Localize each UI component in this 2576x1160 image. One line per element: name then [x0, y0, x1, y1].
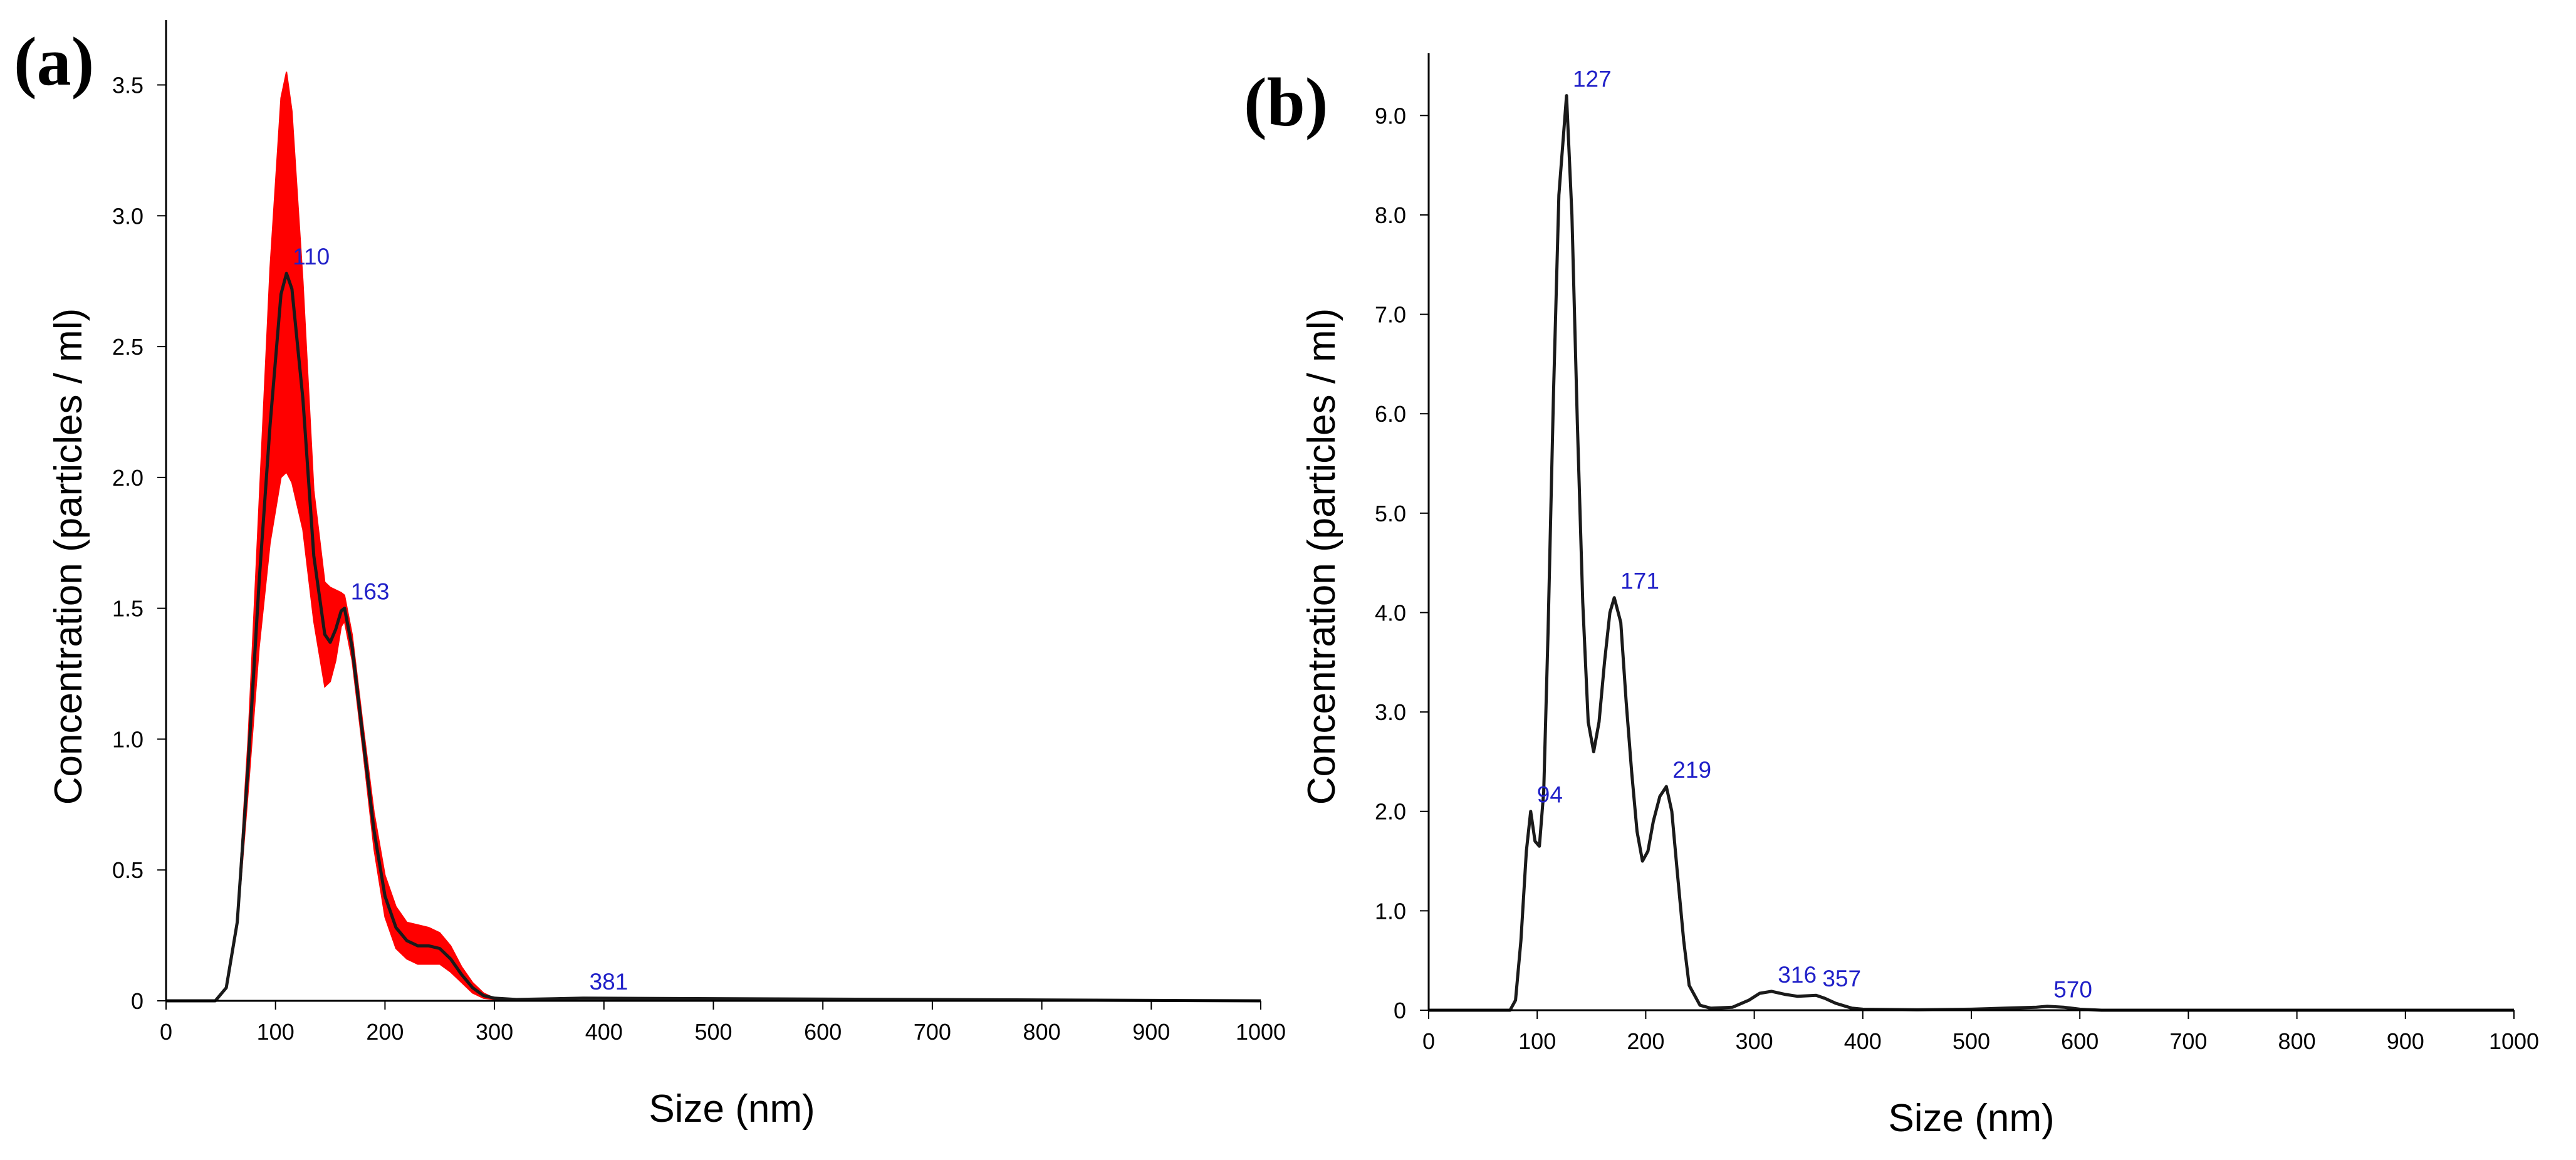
panel-a-y-tick-label: 3.0: [112, 203, 143, 229]
panel-a-y-tick-label: 1.5: [112, 596, 143, 622]
panel-a-x-axis-title: Size (nm): [649, 1087, 815, 1131]
panel-a-x-tick-label: 300: [476, 1019, 513, 1045]
panel-b-peak-label: 94: [1537, 782, 1563, 808]
panel-a-y-tick-label: 2.5: [112, 334, 143, 360]
panel-b-y-tick-label: 9.0: [1375, 103, 1406, 128]
panel-b-x-tick-label: 600: [2061, 1028, 2099, 1054]
panel-b-x-tick-label: 300: [1736, 1028, 1773, 1054]
panel-a-x-tick-label: 1000: [1236, 1019, 1286, 1045]
panel-b-peak-label: 171: [1620, 568, 1659, 594]
panel-b-peak-label: 219: [1672, 757, 1711, 783]
panel-a-y-tick-label: 1.0: [112, 726, 143, 752]
panel-a-x-tick-label: 100: [257, 1019, 295, 1045]
panel-a-y-tick-label: 0.5: [112, 857, 143, 883]
panel-a-x-tick-label: 200: [366, 1019, 404, 1045]
panel-b-x-tick-label: 500: [1953, 1028, 1990, 1054]
panel-b-x-tick-label: 700: [2169, 1028, 2207, 1054]
panel-b-peak-label: 127: [1573, 66, 1612, 92]
panel-a-y-tick-label: 2.0: [112, 465, 143, 491]
panel-b-y-tick-label: 2.0: [1375, 799, 1406, 825]
panel-b-series-line: [1429, 94, 2514, 1012]
panel-b-y-tick-label: 8.0: [1375, 202, 1406, 228]
panel-b-y-tick-label: 0: [1394, 998, 1406, 1023]
panel-a-label: (a): [14, 23, 94, 100]
panel-a-x-tick-label: 0: [160, 1019, 172, 1045]
panel-a-peak-label: 381: [590, 969, 628, 995]
panel-b-peak-label: 570: [2053, 977, 2092, 1003]
panel-b-x-tick-label: 800: [2278, 1028, 2316, 1054]
panel-a-x-tick-label: 800: [1023, 1019, 1061, 1045]
panel-a-series-line: [166, 271, 1261, 1003]
panel-a-x-tick-label: 700: [914, 1019, 951, 1045]
panel-b-peak-label: 316: [1778, 962, 1817, 988]
panel-b-y-tick-label: 5.0: [1375, 501, 1406, 526]
panel-b-y-tick-label: 1.0: [1375, 898, 1406, 924]
panel-b-y-tick-label: 3.0: [1375, 699, 1406, 725]
panel-b-y-axis-title: Concentration (particles / ml): [1300, 308, 1343, 805]
panel-a-peak-label: 163: [351, 579, 390, 605]
panel-b-peak-label: 357: [1822, 966, 1861, 991]
panel-b-x-tick-label: 0: [1422, 1028, 1435, 1054]
panel-b-y-tick-label: 4.0: [1375, 600, 1406, 625]
panel-a-chart: (a) 0 100 200 300 400 500 600 700 800 900 1000 0 0.5…: [14, 20, 1286, 1131]
panel-a-x-tick-label: 900: [1132, 1019, 1170, 1045]
panel-b-y-tick-label: 6.0: [1375, 401, 1406, 427]
panel-b-x-tick-label: 1000: [2489, 1028, 2539, 1054]
panel-a-peak-label: 110: [293, 244, 330, 269]
panel-a-error-band: [166, 71, 1261, 1001]
panel-b-x-tick-label: 100: [1518, 1028, 1556, 1054]
panel-a-y-tick-label: 0: [131, 988, 143, 1014]
panel-b-x-tick-label: 900: [2387, 1028, 2424, 1054]
panel-b-x-axis-title: Size (nm): [1888, 1097, 2054, 1140]
panel-b-label: (b): [1244, 64, 1328, 140]
panel-a-x-tick-label: 400: [585, 1019, 623, 1045]
panel-a-x-tick-label: 600: [804, 1019, 842, 1045]
panel-b-x-tick-label: 400: [1844, 1028, 1882, 1054]
panel-a-y-tick-label: 3.5: [112, 73, 143, 98]
panel-b-y-tick-label: 7.0: [1375, 302, 1406, 328]
panel-b-x-tick-label: 200: [1627, 1028, 1664, 1054]
panel-a-x-tick-label: 500: [694, 1019, 732, 1045]
panel-b-chart: (b) 0 100 200 300 400 500 600 700 800 900 1000 0 1.0…: [1244, 53, 2539, 1140]
panel-a-y-axis-title: Concentration (particles / ml): [47, 308, 90, 805]
